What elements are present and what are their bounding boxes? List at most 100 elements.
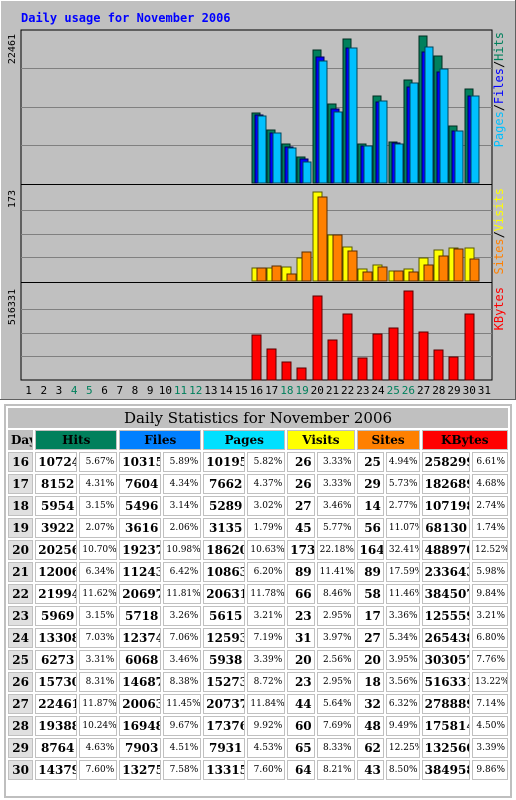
cell-value: 25 bbox=[356, 452, 384, 472]
cell-percent: 5.77% bbox=[316, 518, 355, 538]
day-label-11: 11 bbox=[174, 384, 187, 397]
cell-value: 56 bbox=[356, 518, 384, 538]
cell-value: 62 bbox=[356, 738, 384, 758]
cell-percent: 7.58% bbox=[163, 760, 202, 780]
table-row: 18 5954 3.15% 5496 3.14% 5289 3.02% 27 3.46% 14 2.… bbox=[8, 496, 508, 516]
cell-percent: 5.82% bbox=[247, 452, 286, 472]
bar-kbytes-day-21 bbox=[327, 339, 338, 381]
cell-percent: 11.81% bbox=[163, 584, 202, 604]
cell-value: 384958 bbox=[421, 760, 471, 780]
header-pages: Pages bbox=[203, 430, 286, 450]
bar-sites-day-29 bbox=[453, 248, 464, 282]
bar-pages-day-18 bbox=[287, 147, 297, 184]
table-row: 23 5969 3.15% 5718 3.26% 5615 3.21% 23 2.95% 17 3.… bbox=[8, 606, 508, 626]
cell-value: 11243 bbox=[119, 562, 162, 582]
cell-percent: 6.20% bbox=[247, 562, 286, 582]
table-row: 27 22461 11.87% 20063 11.45% 20737 11.84% 44 5.6… bbox=[8, 694, 508, 714]
legend-hits-files-pages-1: / bbox=[492, 61, 506, 68]
cell-value: 265438 bbox=[421, 628, 471, 648]
cell-percent: 5.34% bbox=[385, 628, 420, 648]
cell-percent: 5.67% bbox=[79, 452, 118, 472]
cell-percent: 2.56% bbox=[316, 650, 355, 670]
legend-hits-files-pages-0: Hits bbox=[492, 32, 506, 61]
bar-pages-day-29 bbox=[454, 130, 464, 184]
bar-kbytes-day-16 bbox=[251, 334, 262, 381]
day-label-2: 2 bbox=[40, 384, 47, 397]
cell-percent: 2.95% bbox=[316, 606, 355, 626]
cell-value: 21994 bbox=[35, 584, 78, 604]
bar-kbytes-day-23 bbox=[357, 357, 368, 381]
table-row: 30 14379 7.60% 13275 7.58% 13315 7.60% 64 8.21% 4… bbox=[8, 760, 508, 780]
cell-percent: 3.36% bbox=[385, 606, 420, 626]
cell-percent: 4.63% bbox=[79, 738, 118, 758]
cell-value: 107198 bbox=[421, 496, 471, 516]
cell-value: 20 bbox=[287, 650, 315, 670]
cell-value: 125559 bbox=[421, 606, 471, 626]
cell-value: 5938 bbox=[203, 650, 246, 670]
cell-value: 10195 bbox=[203, 452, 246, 472]
table-row: 16 10724 5.67% 10315 5.89% 10195 5.82% 26 3.33% 2… bbox=[8, 452, 508, 472]
cell-percent: 9.49% bbox=[385, 716, 420, 736]
cell-percent: 12.25% bbox=[385, 738, 420, 758]
header-kbytes: KBytes bbox=[421, 430, 508, 450]
table-row: 29 8764 4.63% 7903 4.51% 7931 4.53% 65 8.33% 62 12… bbox=[8, 738, 508, 758]
bar-kbytes-day-20 bbox=[312, 295, 323, 381]
cell-percent: 9.67% bbox=[163, 716, 202, 736]
cell-percent: 7.69% bbox=[316, 716, 355, 736]
cell-percent: 5.98% bbox=[472, 562, 508, 582]
cell-value: 26 bbox=[287, 452, 315, 472]
header-day: Day bbox=[8, 430, 34, 450]
day-label-20: 20 bbox=[311, 384, 324, 397]
cell-percent: 8.50% bbox=[385, 760, 420, 780]
cell-day: 27 bbox=[8, 694, 34, 714]
day-label-12: 12 bbox=[189, 384, 202, 397]
cell-percent: 22.18% bbox=[316, 540, 355, 560]
bar-kbytes-day-26 bbox=[403, 290, 414, 381]
chart-svg: Daily usage for November 2006 22461 Hits/… bbox=[0, 0, 516, 400]
cell-percent: 11.07% bbox=[385, 518, 420, 538]
bar-pages-day-17 bbox=[272, 132, 282, 184]
day-label-21: 21 bbox=[326, 384, 339, 397]
cell-percent: 6.80% bbox=[472, 628, 508, 648]
table-row: 19 3922 2.07% 3616 2.06% 3135 1.79% 45 5.77% 56 11… bbox=[8, 518, 508, 538]
bar-kbytes-day-25 bbox=[388, 327, 399, 381]
cell-value: 182689 bbox=[421, 474, 471, 494]
header-visits: Visits bbox=[287, 430, 355, 450]
cell-day: 26 bbox=[8, 672, 34, 692]
cell-value: 173 bbox=[287, 540, 315, 560]
cell-percent: 3.14% bbox=[163, 496, 202, 516]
cell-day: 29 bbox=[8, 738, 34, 758]
daily-usage-chart: Daily usage for November 2006 22461 Hits /… bbox=[0, 0, 516, 400]
cell-day: 21 bbox=[8, 562, 34, 582]
cell-value: 66 bbox=[287, 584, 315, 604]
cell-percent: 7.60% bbox=[79, 760, 118, 780]
cell-value: 258299 bbox=[421, 452, 471, 472]
cell-percent: 4.31% bbox=[79, 474, 118, 494]
day-label-4: 4 bbox=[71, 384, 78, 397]
cell-value: 5496 bbox=[119, 496, 162, 516]
cell-value: 20256 bbox=[35, 540, 78, 560]
cell-percent: 3.95% bbox=[385, 650, 420, 670]
cell-value: 384507 bbox=[421, 584, 471, 604]
cell-percent: 6.32% bbox=[385, 694, 420, 714]
cell-day: 17 bbox=[8, 474, 34, 494]
cell-value: 3135 bbox=[203, 518, 246, 538]
cell-value: 44 bbox=[287, 694, 315, 714]
cell-value: 20063 bbox=[119, 694, 162, 714]
cell-value: 22461 bbox=[35, 694, 78, 714]
cell-percent: 9.92% bbox=[247, 716, 286, 736]
cell-value: 14687 bbox=[119, 672, 162, 692]
cell-value: 175814 bbox=[421, 716, 471, 736]
legend-hits-files-pages-4: Pages bbox=[492, 111, 506, 147]
day-label-1: 1 bbox=[25, 384, 32, 397]
cell-value: 29 bbox=[356, 474, 384, 494]
header-hits: Hits bbox=[35, 430, 118, 450]
day-label-6: 6 bbox=[101, 384, 108, 397]
cell-value: 32 bbox=[356, 694, 384, 714]
cell-value: 16948 bbox=[119, 716, 162, 736]
day-label-7: 7 bbox=[116, 384, 123, 397]
bar-pages-day-27 bbox=[424, 46, 434, 184]
cell-percent: 7.19% bbox=[247, 628, 286, 648]
cell-value: 43 bbox=[356, 760, 384, 780]
